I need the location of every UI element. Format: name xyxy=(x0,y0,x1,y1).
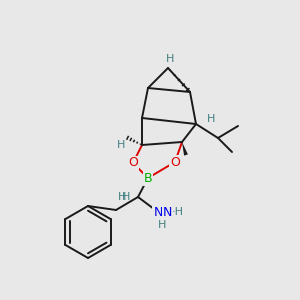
Text: H: H xyxy=(118,192,126,202)
Text: N: N xyxy=(153,206,163,218)
Text: ·H: ·H xyxy=(172,207,184,217)
Text: H: H xyxy=(122,192,130,202)
Polygon shape xyxy=(182,142,188,156)
Text: O: O xyxy=(170,155,180,169)
Text: O: O xyxy=(128,157,138,169)
Text: B: B xyxy=(144,172,152,184)
Text: H: H xyxy=(117,140,125,150)
Text: H: H xyxy=(166,54,174,64)
Text: N: N xyxy=(163,206,172,218)
Text: H: H xyxy=(207,114,215,124)
Text: H: H xyxy=(158,220,166,230)
